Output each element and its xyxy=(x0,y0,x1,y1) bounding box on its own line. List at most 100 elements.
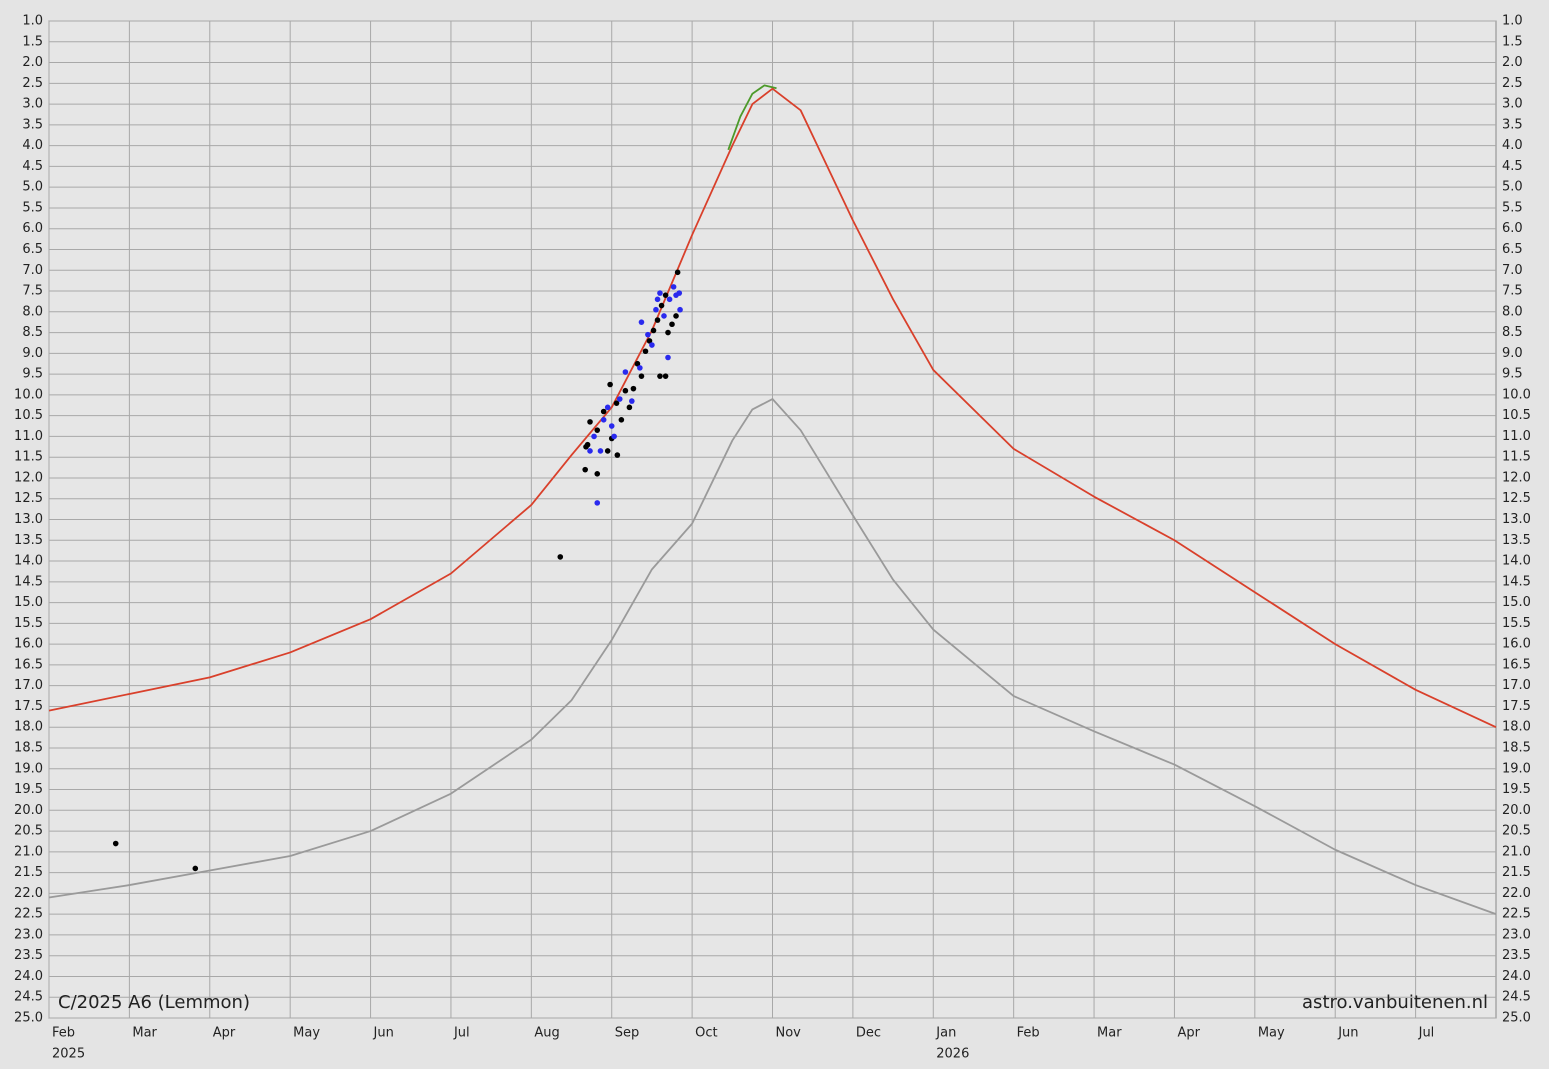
y-tick-label: 12.0 xyxy=(14,470,43,485)
y2-tick-label: 23.0 xyxy=(1502,927,1531,942)
y2-tick-label: 11.0 xyxy=(1502,429,1531,444)
y-tick-label: 23.5 xyxy=(14,948,43,963)
y-tick-label: 20.0 xyxy=(14,803,43,818)
observation-point xyxy=(616,396,623,402)
y-tick-label: 8.5 xyxy=(22,325,43,340)
y-tick-label: 23.0 xyxy=(14,927,43,942)
x-tick-label: Mar xyxy=(132,1026,157,1041)
y-tick-label: 1.5 xyxy=(22,34,43,49)
y2-tick-label: 9.0 xyxy=(1502,346,1523,361)
y2-tick-label: 17.5 xyxy=(1502,699,1531,714)
y2-tick-label: 7.0 xyxy=(1502,263,1523,278)
y-tick-label: 25.0 xyxy=(14,1011,43,1026)
observation-point xyxy=(607,381,613,388)
observation-point xyxy=(591,433,597,440)
observation-point xyxy=(626,404,633,411)
observation-point xyxy=(658,302,665,309)
y2-tick-label: 21.0 xyxy=(1502,844,1531,859)
observation-point xyxy=(192,865,199,872)
y-tick-label: 8.0 xyxy=(22,304,43,319)
y2-tick-label: 20.0 xyxy=(1502,803,1531,818)
observation-point xyxy=(662,373,669,379)
y2-tick-label: 10.0 xyxy=(1502,387,1531,402)
y-tick-label: 24.0 xyxy=(14,969,43,984)
y-tick-label: 11.5 xyxy=(14,450,43,465)
y-tick-label: 6.5 xyxy=(22,242,43,257)
observation-point xyxy=(557,554,564,560)
observation-point xyxy=(650,327,657,334)
y2-tick-label: 12.5 xyxy=(1502,491,1531,506)
x-tick-label: Jul xyxy=(453,1026,470,1041)
magnitude-curve xyxy=(48,87,1497,729)
y-tick-label: 5.5 xyxy=(22,200,43,215)
observation-point xyxy=(622,369,629,375)
y2-tick-label: 8.0 xyxy=(1502,304,1523,319)
observation-point xyxy=(657,290,663,296)
observation-point xyxy=(674,269,681,276)
y2-tick-label: 24.5 xyxy=(1502,990,1531,1005)
y-tick-label: 16.0 xyxy=(14,637,43,652)
y-tick-label: 9.5 xyxy=(22,367,43,382)
y2-tick-label: 20.5 xyxy=(1502,824,1531,839)
y2-tick-label: 10.5 xyxy=(1502,408,1531,423)
y2-tick-label: 15.5 xyxy=(1502,616,1531,631)
x-tick-label: Apr xyxy=(213,1026,236,1041)
y2-tick-label: 12.0 xyxy=(1502,470,1531,485)
observation-point xyxy=(597,448,604,454)
observation-point xyxy=(676,290,683,296)
y2-tick-label: 1.5 xyxy=(1502,34,1523,49)
y-tick-label: 18.5 xyxy=(14,740,43,755)
y-tick-label: 19.5 xyxy=(14,782,43,797)
x-tick-label: Mar xyxy=(1097,1026,1122,1041)
y2-tick-label: 5.0 xyxy=(1502,180,1523,195)
observation-point xyxy=(611,433,617,440)
observation-point xyxy=(618,417,625,423)
y-tick-label: 3.5 xyxy=(22,117,43,132)
y-tick-label: 13.0 xyxy=(14,512,43,527)
y2-tick-label: 2.5 xyxy=(1502,76,1523,91)
source-note: astro.vanbuitenen.nl xyxy=(1302,992,1488,1013)
observation-point xyxy=(634,360,641,367)
y-tick-label: 1.0 xyxy=(22,14,43,29)
y2-tick-label: 11.5 xyxy=(1502,450,1531,465)
observation-point xyxy=(582,466,588,473)
x-tick-label: Sep xyxy=(615,1026,640,1041)
y2-tick-label: 1.0 xyxy=(1502,14,1523,29)
y2-tick-label: 2.0 xyxy=(1502,55,1523,70)
observation-point xyxy=(604,404,611,411)
y2-tick-label: 14.0 xyxy=(1502,554,1531,569)
observation-point xyxy=(662,292,669,298)
y2-tick-label: 19.5 xyxy=(1502,782,1531,797)
observation-point xyxy=(604,448,611,454)
y-tick-label: 10.5 xyxy=(14,408,43,423)
x-tick-label: Feb xyxy=(1017,1026,1040,1041)
observation-point xyxy=(637,365,643,371)
year-label: 2025 xyxy=(52,1047,85,1062)
observation-point xyxy=(630,385,637,392)
y-tick-label: 14.5 xyxy=(14,574,43,589)
y2-tick-label: 15.0 xyxy=(1502,595,1531,610)
x-tick-label: May xyxy=(293,1026,320,1041)
observation-point xyxy=(645,331,651,338)
observation-point xyxy=(653,306,659,313)
y-tick-label: 7.0 xyxy=(22,263,43,278)
y-tick-label: 9.0 xyxy=(22,346,43,361)
observation-point xyxy=(594,471,601,477)
x-tick-label: Nov xyxy=(776,1026,802,1041)
y2-tick-label: 5.5 xyxy=(1502,200,1523,215)
y2-tick-label: 3.0 xyxy=(1502,97,1523,112)
y2-tick-label: 3.5 xyxy=(1502,117,1523,132)
observation-point xyxy=(669,321,675,328)
y2-tick-label: 14.5 xyxy=(1502,574,1531,589)
observation-point xyxy=(661,313,667,319)
x-tick-label: Jun xyxy=(373,1026,394,1041)
observation-point xyxy=(665,354,671,361)
x-tick-label: May xyxy=(1258,1026,1285,1041)
y-tick-label: 17.0 xyxy=(14,678,43,693)
y-tick-label: 4.0 xyxy=(22,138,43,153)
magnitude-curve xyxy=(48,398,1497,915)
y2-tick-label: 22.0 xyxy=(1502,886,1531,901)
observation-point xyxy=(677,306,683,313)
observation-point xyxy=(673,313,679,319)
